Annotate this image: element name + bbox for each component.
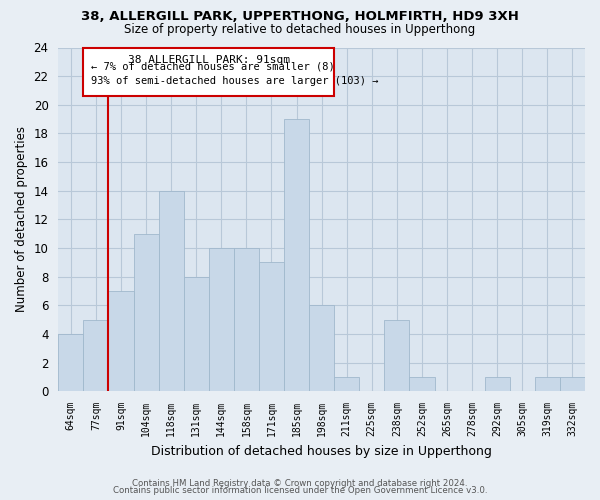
Bar — [134, 234, 158, 391]
Text: Contains public sector information licensed under the Open Government Licence v3: Contains public sector information licen… — [113, 486, 487, 495]
Text: 93% of semi-detached houses are larger (103) →: 93% of semi-detached houses are larger (… — [91, 76, 379, 86]
Text: Size of property relative to detached houses in Upperthong: Size of property relative to detached ho… — [124, 22, 476, 36]
X-axis label: Distribution of detached houses by size in Upperthong: Distribution of detached houses by size … — [151, 444, 492, 458]
Bar — [485, 377, 510, 391]
Bar — [83, 48, 334, 96]
Bar — [535, 377, 560, 391]
Text: 38 ALLERGILL PARK: 91sqm: 38 ALLERGILL PARK: 91sqm — [128, 54, 290, 64]
Bar — [334, 377, 359, 391]
Bar — [284, 119, 309, 391]
Bar — [184, 276, 209, 391]
Bar — [409, 377, 434, 391]
Bar — [209, 248, 234, 391]
Bar — [58, 334, 83, 391]
Bar — [385, 320, 409, 391]
Bar — [83, 320, 109, 391]
Bar — [109, 291, 134, 391]
Text: Contains HM Land Registry data © Crown copyright and database right 2024.: Contains HM Land Registry data © Crown c… — [132, 478, 468, 488]
Bar — [259, 262, 284, 391]
Bar — [560, 377, 585, 391]
Bar — [309, 306, 334, 391]
Text: 38, ALLERGILL PARK, UPPERTHONG, HOLMFIRTH, HD9 3XH: 38, ALLERGILL PARK, UPPERTHONG, HOLMFIRT… — [81, 10, 519, 23]
Text: ← 7% of detached houses are smaller (8): ← 7% of detached houses are smaller (8) — [91, 62, 335, 72]
Y-axis label: Number of detached properties: Number of detached properties — [15, 126, 28, 312]
Bar — [234, 248, 259, 391]
Bar — [158, 190, 184, 391]
